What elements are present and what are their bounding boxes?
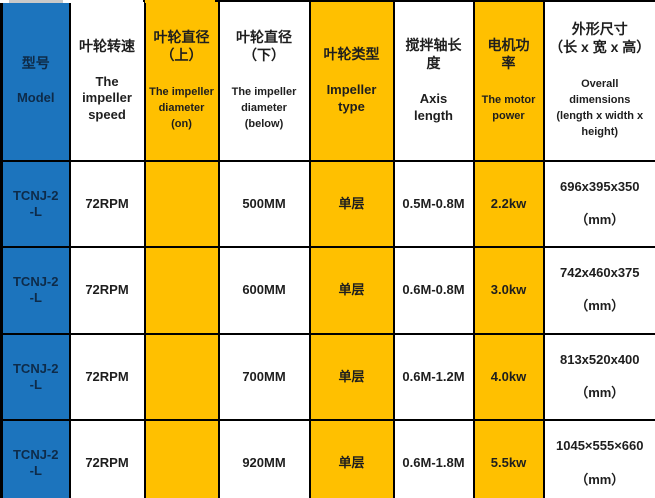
axis-length-cell: 0.6M-0.8M: [392, 246, 475, 335]
header-diameter-top-zh: 叶轮直径 （上）: [153, 28, 210, 63]
header-dimensions-en: Overall dimensions (length x width x hei…: [556, 77, 644, 138]
spec-row-1: TCNJ-2 -L 72RPM 500MM 单层 0.5M-0.8M 2.2kw…: [0, 159, 655, 249]
header-motor-power-en: The motor power: [481, 93, 536, 122]
header-diameter-bottom-cell: 叶轮直径 （下） The impeller diameter (below): [217, 0, 311, 162]
motor-power-cell: 5.5kw: [472, 419, 545, 498]
header-dimensions-cell: 外形尺寸 （长 x 宽 x 高） Overall dimensions (len…: [542, 0, 655, 162]
impeller-type-cell: 单层: [308, 159, 395, 249]
model-cell: TCNJ-2 -L: [0, 332, 71, 422]
motor-power-cell: 3.0kw: [472, 246, 545, 335]
model-cell: TCNJ-2 -L: [0, 246, 71, 335]
spec-row-4: TCNJ-2 -L 72RPM 920MM 单层 0.6M-1.8M 5.5kw…: [0, 419, 655, 498]
header-motor-power-cell: 电机功 率 The motor power: [472, 0, 545, 162]
impeller-type-cell: 单层: [308, 246, 395, 335]
dimensions-cell: 696x395x350 （mm）: [542, 159, 655, 249]
diameter-top-cell: [143, 159, 220, 249]
header-row: 型号 Model 叶轮转速 The impeller speed 叶轮直径 （上…: [0, 0, 655, 162]
spec-row-2: TCNJ-2 -L 72RPM 600MM 单层 0.6M-0.8M 3.0kw…: [0, 246, 655, 335]
diameter-bottom-cell: 920MM: [217, 419, 311, 498]
header-motor-power-zh: 电机功 率: [487, 36, 530, 71]
axis-length-cell: 0.5M-0.8M: [392, 159, 475, 249]
diameter-top-cell: [143, 332, 220, 422]
dimensions-cell: 813x520x400 （mm）: [542, 332, 655, 422]
crop-artifact-gray: [9, 0, 63, 3]
header-impeller-type-en: Impeller type: [326, 82, 377, 114]
dimensions-cell: 742x460x375 （mm）: [542, 246, 655, 335]
motor-power-cell: 2.2kw: [472, 159, 545, 249]
header-speed-cell: 叶轮转速 The impeller speed: [68, 0, 146, 162]
speed-cell: 72RPM: [68, 332, 146, 422]
header-axis-length-zh: 搅拌轴长 度: [405, 37, 462, 72]
dimensions-unit: （mm）: [575, 211, 625, 227]
header-model-en: Model: [16, 90, 55, 106]
header-axis-length-cell: 搅拌轴长 度 Axis length: [392, 0, 475, 162]
diameter-top-cell: [143, 419, 220, 498]
spec-row-3: TCNJ-2 -L 72RPM 700MM 单层 0.6M-1.2M 4.0kw…: [0, 332, 655, 422]
dimensions-value: 742x460x375: [559, 265, 640, 281]
header-impeller-type-cell: 叶轮类型 Impeller type: [308, 0, 395, 162]
crop-artifact-white: [0, 0, 143, 3]
dimensions-value: 1045×555×660: [556, 438, 644, 454]
model-cell: TCNJ-2 -L: [0, 159, 71, 249]
speed-cell: 72RPM: [68, 246, 146, 335]
header-model-zh: 型号: [21, 54, 50, 71]
header-speed-en: The impeller speed: [82, 73, 132, 123]
dimensions-cell: 1045×555×660 （mm）: [542, 419, 655, 498]
impeller-type-cell: 单层: [308, 332, 395, 422]
motor-power-cell: 4.0kw: [472, 332, 545, 422]
header-model-cell: 型号 Model: [0, 0, 71, 162]
dimensions-value: 696x395x350: [559, 178, 640, 194]
crop-artifact-yellow: [145, 0, 215, 3]
speed-cell: 72RPM: [68, 419, 146, 498]
axis-length-cell: 0.6M-1.8M: [392, 419, 475, 498]
diameter-top-cell: [143, 246, 220, 335]
dimensions-unit: （mm）: [575, 385, 625, 401]
diameter-bottom-cell: 600MM: [217, 246, 311, 335]
header-diameter-bottom-zh: 叶轮直径 （下）: [236, 28, 292, 63]
header-axis-length-en: Axis length: [414, 91, 453, 123]
header-diameter-top-cell: 叶轮直径 （上） The impeller diameter (on): [143, 0, 220, 162]
diameter-bottom-cell: 700MM: [217, 332, 311, 422]
header-diameter-top-en: The impeller diameter (on): [149, 85, 214, 130]
header-speed-zh: 叶轮转速: [79, 37, 135, 54]
impeller-type-cell: 单层: [308, 419, 395, 498]
header-impeller-type-zh: 叶轮类型: [323, 46, 380, 63]
dimensions-value: 813x520x400: [559, 351, 640, 367]
diameter-bottom-cell: 500MM: [217, 159, 311, 249]
header-diameter-bottom-en: The impeller diameter (below): [231, 85, 297, 130]
axis-length-cell: 0.6M-1.2M: [392, 332, 475, 422]
dimensions-unit: （mm）: [575, 471, 625, 487]
model-cell: TCNJ-2 -L: [0, 419, 71, 498]
speed-cell: 72RPM: [68, 159, 146, 249]
header-dimensions-zh: 外形尺寸 （长 x 宽 x 高）: [549, 21, 651, 55]
dimensions-unit: （mm）: [575, 298, 625, 314]
